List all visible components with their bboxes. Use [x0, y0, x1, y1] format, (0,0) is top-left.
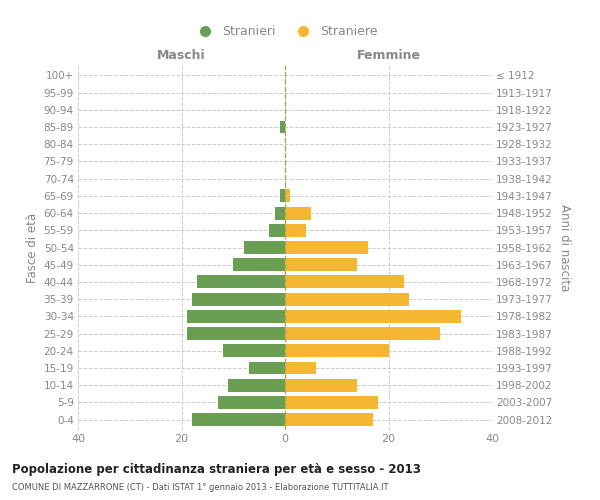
Bar [218, 396, 285, 409]
Text: Popolazione per cittadinanza straniera per età e sesso - 2013: Popolazione per cittadinanza straniera p… [12, 462, 421, 475]
Bar [285, 206, 311, 220]
Bar [197, 276, 285, 288]
Bar [285, 413, 373, 426]
Legend: Stranieri, Straniere: Stranieri, Straniere [187, 20, 383, 43]
Bar [285, 327, 440, 340]
Bar [280, 190, 285, 202]
Bar [249, 362, 285, 374]
Bar [244, 241, 285, 254]
Bar [192, 413, 285, 426]
Bar [285, 224, 306, 236]
Bar [223, 344, 285, 358]
Bar [280, 120, 285, 134]
Bar [285, 396, 378, 409]
Bar [285, 292, 409, 306]
Bar [285, 258, 358, 271]
Bar [285, 276, 404, 288]
Y-axis label: Anni di nascita: Anni di nascita [559, 204, 571, 291]
Bar [285, 310, 461, 323]
Text: COMUNE DI MAZZARRONE (CT) - Dati ISTAT 1° gennaio 2013 - Elaborazione TUTTITALIA: COMUNE DI MAZZARRONE (CT) - Dati ISTAT 1… [12, 484, 389, 492]
Bar [285, 344, 389, 358]
Bar [228, 379, 285, 392]
Bar [275, 206, 285, 220]
Text: Femmine: Femmine [356, 50, 421, 62]
Bar [285, 241, 368, 254]
Bar [285, 190, 290, 202]
Bar [285, 362, 316, 374]
Bar [192, 292, 285, 306]
Bar [285, 379, 358, 392]
Bar [187, 310, 285, 323]
Y-axis label: Fasce di età: Fasce di età [26, 212, 40, 282]
Bar [269, 224, 285, 236]
Text: Maschi: Maschi [157, 50, 206, 62]
Bar [233, 258, 285, 271]
Bar [187, 327, 285, 340]
